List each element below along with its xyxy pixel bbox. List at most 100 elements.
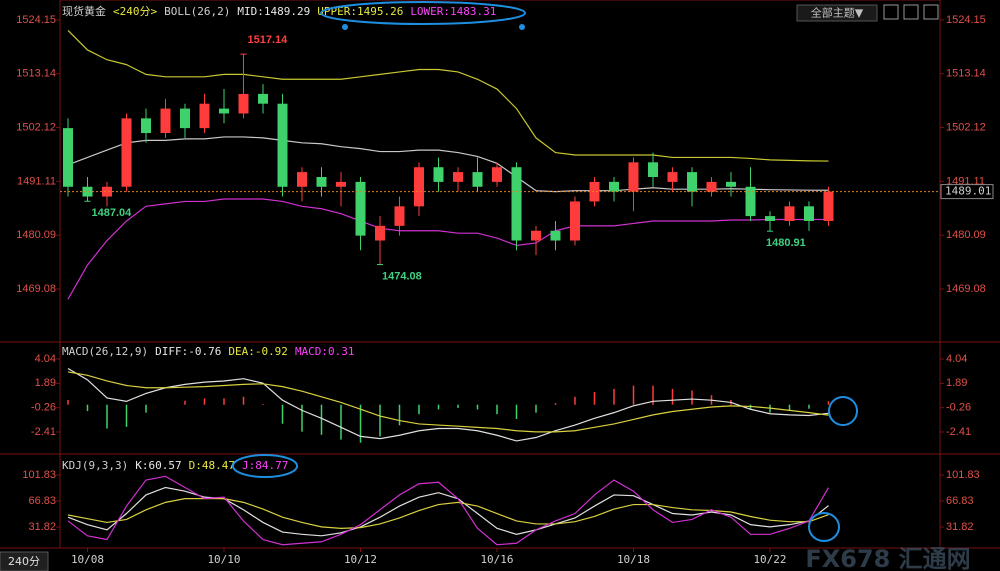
candle-body	[258, 93, 268, 104]
candle-body	[745, 186, 756, 217]
y-tick-label: 1.89	[35, 377, 56, 389]
theme-button-label[interactable]: 全部主题▼	[811, 6, 864, 20]
indicator-line	[67, 29, 829, 162]
candle-body	[160, 108, 171, 134]
extreme-label: 1487.04	[92, 207, 133, 219]
candle-body	[102, 186, 112, 197]
extreme-label: 1474.08	[382, 270, 422, 282]
highlight-ring	[232, 454, 298, 478]
candle-body	[706, 181, 717, 192]
period-tab[interactable]	[0, 551, 49, 571]
candle-body	[375, 225, 385, 241]
candle-body	[316, 176, 327, 187]
y-tick-label: -0.26	[31, 402, 56, 414]
candle-body	[726, 181, 736, 187]
indicator-line	[67, 198, 829, 300]
candle-body	[355, 181, 366, 236]
candle-body	[277, 103, 288, 187]
y-tick-label: 4.04	[35, 353, 56, 365]
frames	[0, 0, 1000, 549]
candle-body	[648, 162, 658, 177]
y-tick-label: 1524.15	[16, 14, 56, 26]
candle-body	[336, 181, 346, 187]
y-tick-label: 1502.12	[16, 121, 56, 133]
candle-body	[628, 162, 639, 192]
period-tab-label[interactable]: 240分	[8, 555, 40, 568]
y-tick-label-right: 66.83	[946, 495, 974, 507]
date-label: 10/16	[480, 553, 513, 566]
date-label: 10/22	[753, 553, 786, 566]
header-text: LOWER:1483.31	[410, 5, 496, 18]
header-text: DIFF:-0.76	[155, 345, 221, 358]
extreme-label: 1517.14	[248, 34, 289, 46]
date-label: 10/08	[71, 553, 104, 566]
indicator-line	[67, 368, 829, 442]
highlight-ring	[828, 396, 858, 426]
candle-body	[784, 206, 795, 221]
y-tick-label: 66.83	[28, 495, 56, 507]
y-tick-label-right: 1.89	[946, 377, 967, 389]
candle-body	[141, 118, 151, 134]
candle-body	[472, 172, 483, 187]
last-price-label: 1489.01	[945, 185, 991, 198]
candle-body	[180, 108, 190, 129]
header-text: KDJ(9,3,3)	[62, 459, 128, 472]
watermark: FX678 汇通网	[805, 545, 970, 571]
candle-body	[823, 191, 834, 221]
candle-body	[414, 167, 424, 207]
candle-body	[199, 103, 210, 129]
date-label: 10/10	[207, 553, 240, 566]
candle-body	[609, 181, 619, 192]
icon-button[interactable]	[903, 4, 919, 20]
header-text: DEA:-0.92	[228, 345, 288, 358]
y-tick-label-right: 1524.15	[946, 14, 986, 26]
y-tick-label-right: -2.41	[946, 426, 971, 438]
indicator-line	[67, 498, 829, 529]
header-text: UPPER:1495.26	[317, 5, 403, 18]
indicator-line	[67, 371, 829, 433]
header-text: MACD(26,12,9)	[62, 345, 148, 358]
y-tick-label-right: 4.04	[946, 353, 967, 365]
highlight-ring	[320, 1, 526, 25]
candle-body	[63, 128, 73, 187]
candle-body	[219, 108, 229, 114]
icon-button[interactable]	[883, 4, 899, 20]
date-label: 10/18	[617, 553, 650, 566]
candle-body	[667, 172, 678, 182]
candle-body	[531, 230, 541, 241]
header-text: D:48.47	[189, 459, 235, 472]
header-text: J:84.77	[242, 459, 288, 472]
candle-body	[550, 230, 561, 241]
y-tick-label: 1491.11	[17, 175, 56, 187]
y-tick-label: 1480.09	[16, 229, 56, 241]
y-tick-label-right: 1513.14	[946, 68, 986, 80]
indicator-line	[67, 136, 829, 193]
header-text: 现货黄金	[62, 4, 106, 18]
y-tick-label-right: 31.82	[946, 521, 974, 533]
candle-body	[82, 186, 93, 197]
candle-body	[492, 167, 502, 182]
ring-dot	[519, 24, 525, 30]
y-tick-label: -2.41	[31, 426, 56, 438]
y-tick-label-right: -0.26	[946, 402, 971, 414]
header-text: BOLL(26,2)	[164, 5, 230, 18]
header-text: K:60.57	[135, 459, 181, 472]
candle-body	[121, 118, 132, 187]
y-tick-label: 101.83	[22, 469, 56, 481]
y-tick-label: 1513.14	[16, 68, 56, 80]
last-price-box	[940, 184, 994, 200]
date-label: 10/12	[344, 553, 377, 566]
y-tick-label-right: 1480.09	[946, 229, 986, 241]
y-tick-label-right: 1469.08	[946, 283, 986, 295]
candle-body	[570, 201, 580, 241]
icon-button[interactable]	[923, 4, 939, 20]
highlight-rings	[232, 1, 858, 542]
ring-dot	[342, 24, 348, 30]
indicator-line	[67, 486, 829, 537]
candle-body	[687, 172, 697, 192]
candle-body	[394, 206, 405, 226]
header-text: MID:1489.29	[237, 5, 310, 18]
theme-button[interactable]	[796, 4, 878, 22]
candle-body	[765, 216, 775, 221]
